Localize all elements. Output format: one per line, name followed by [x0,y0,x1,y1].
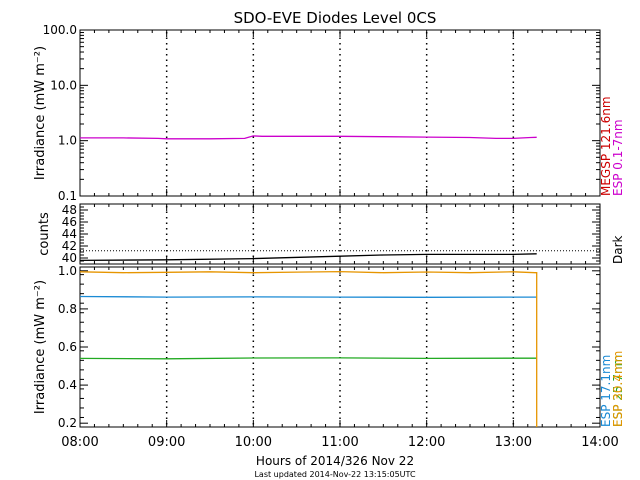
y-axis-label: counts [37,212,52,256]
panel-top: 0.1 1.0 10.0 100.0 Irradiance (mW m⁻²) MEGSP … [33,23,625,203]
legend-entry: ESP 25.7nm [611,355,625,427]
y-tick-label: 100.0 [43,23,77,37]
last-updated-text: Last updated 2014-Nov-22 13:15:05UTC [254,470,415,479]
series-line [79,253,537,262]
y-tick-label: 0.6 [58,340,77,354]
x-tick-label: 11:00 [321,435,358,450]
legend-entry: ESP 17.1nm [599,355,613,427]
x-tick-label: 14:00 [581,435,618,450]
y-tick-label: 1.0 [58,134,77,148]
panel-bottom: 0.2 0.4 0.6 0.8 1.0 Irradiance (mW m⁻²) ESP 17… [33,264,625,430]
y-tick-label: 44 [62,227,77,241]
x-tick-label: 12:00 [408,435,445,450]
y-tick-label: 40 [62,251,77,265]
x-tick-label: 08:00 [61,435,98,450]
x-axis-label: Hours of 2014/326 Nov 22 [256,454,414,468]
series-line [79,295,537,298]
y-tick-label: 46 [62,215,77,229]
y-axis-label: Irradiance (mW m⁻²) [33,280,48,414]
y-tick-label: 0.1 [58,189,77,203]
y-tick-label: 48 [62,203,77,217]
legend-entry: ESP 0.1-7nm [611,119,625,196]
y-tick-label: 0.8 [58,302,77,316]
y-tick-label: 1.0 [58,264,77,278]
series-line [79,270,538,427]
chart-title: SDO-EVE Diodes Level 0CS [234,9,437,27]
y-tick-label: 0.2 [58,416,77,430]
x-tick-label: 09:00 [148,435,185,450]
y-tick-label: 0.4 [58,378,77,392]
y-tick-label: 42 [62,239,77,253]
panels-group: 0.1 1.0 10.0 100.0 Irradiance (mW m⁻²) MEGSP … [33,23,625,450]
x-tick-label: 10:00 [235,435,272,450]
x-tick-label: 13:00 [495,435,532,450]
y-axis-label: Irradiance (mW m⁻²) [33,46,48,180]
series-line [80,135,537,140]
y-tick-label: 10.0 [50,78,77,92]
series-line [79,357,537,360]
legend-entry: ESP 30.4mm [611,351,625,427]
legend-entry: Dark [611,235,625,264]
legend-entry: MEGSP 121.6nm [599,96,613,196]
